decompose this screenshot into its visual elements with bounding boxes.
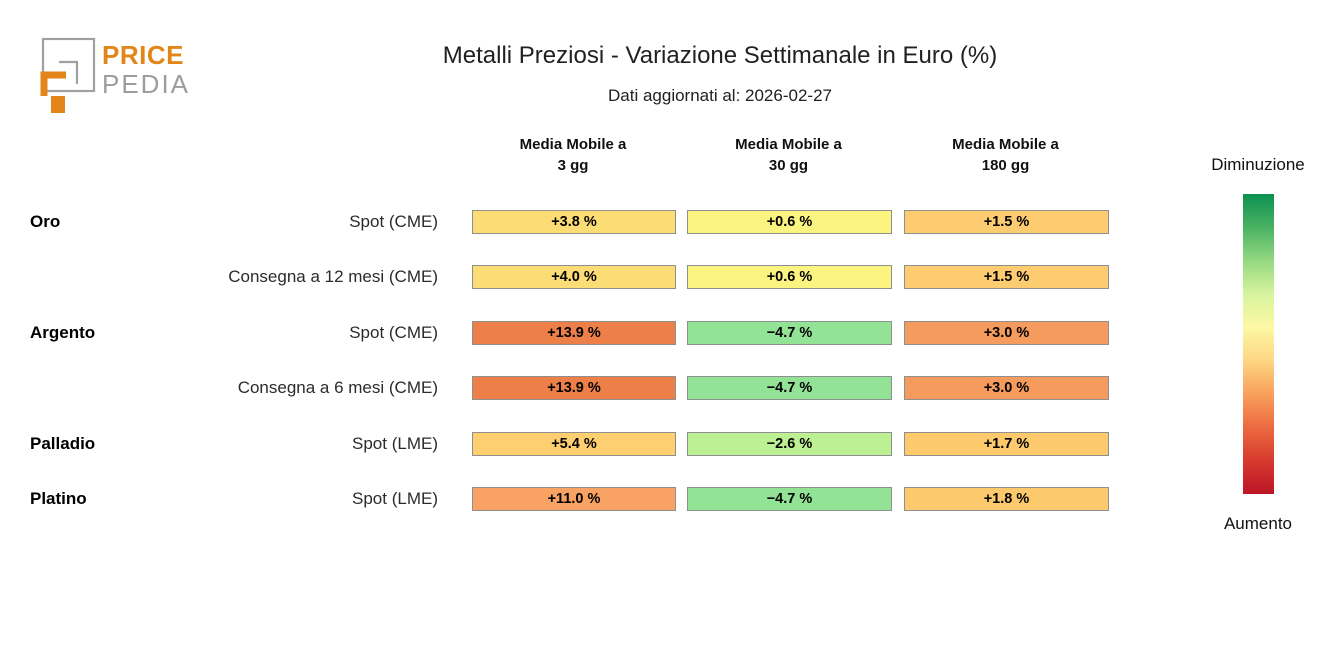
row-series-label: Spot (CME)	[349, 323, 438, 342]
heatmap-cell: +4.0 %	[472, 265, 676, 289]
pricepedia-logo-icon	[40, 37, 96, 113]
pricepedia-logo: PRICE PEDIA	[30, 28, 270, 118]
row-series-label: Consegna a 12 mesi (CME)	[228, 267, 438, 286]
heatmap-cell: +1.8 %	[904, 487, 1109, 511]
row-series-label: Consegna a 6 mesi (CME)	[237, 378, 438, 397]
row-group-label: Platino	[30, 489, 87, 508]
heatmap-cell: +3.0 %	[904, 376, 1109, 400]
heatmap-cell: +13.9 %	[472, 321, 676, 345]
column-header-line1: Media Mobile a	[952, 136, 1059, 153]
legend-colorbar	[1243, 194, 1274, 494]
heatmap-cell: −4.7 %	[687, 487, 892, 511]
heatmap-cell: −2.6 %	[687, 432, 892, 456]
column-header-3gg: Media Mobile a 3 gg	[472, 134, 674, 176]
heatmap-cell: +5.4 %	[472, 432, 676, 456]
heatmap-cell: +1.5 %	[904, 210, 1109, 234]
heatmap-cell: +0.6 %	[687, 210, 892, 234]
column-header-30gg: Media Mobile a 30 gg	[687, 134, 890, 176]
pricepedia-logo-text: PRICE PEDIA	[102, 42, 190, 97]
heatmap-cell: +1.7 %	[904, 432, 1109, 456]
heatmap-cell: +0.6 %	[687, 265, 892, 289]
heatmap-cell: +3.8 %	[472, 210, 676, 234]
chart-title: Metalli Preziosi - Variazione Settimanal…	[442, 42, 998, 69]
heatmap-cell: −4.7 %	[687, 376, 892, 400]
logo-word-price: PRICE	[102, 40, 184, 70]
heatmap-cell: +11.0 %	[472, 487, 676, 511]
column-header-line2: 180 gg	[981, 157, 1030, 174]
row-series-label: Spot (CME)	[349, 212, 438, 231]
heatmap-cell: −4.7 %	[687, 321, 892, 345]
heatmap-cell: +1.5 %	[904, 265, 1109, 289]
legend-label-aumento: Aumento	[1223, 514, 1293, 533]
logo-word-pedia: PEDIA	[102, 69, 191, 99]
heatmap-cell: +13.9 %	[472, 376, 676, 400]
heatmap-cell: +3.0 %	[904, 321, 1109, 345]
row-series-label: Spot (LME)	[352, 489, 438, 508]
row-group-label: Palladio	[30, 434, 96, 453]
row-group-label: Oro	[30, 212, 61, 231]
column-header-line1: Media Mobile a	[735, 136, 842, 153]
column-header-line2: 30 gg	[768, 157, 809, 174]
row-series-label: Spot (LME)	[352, 434, 438, 453]
row-group-label: Argento	[30, 323, 96, 342]
column-header-line1: Media Mobile a	[519, 136, 627, 153]
column-header-180gg: Media Mobile a 180 gg	[904, 134, 1107, 176]
legend-label-diminuzione: Diminuzione	[1211, 155, 1305, 174]
column-header-line2: 3 gg	[557, 157, 589, 174]
chart-subtitle: Dati aggiornati al: 2026-02-27	[608, 86, 832, 105]
